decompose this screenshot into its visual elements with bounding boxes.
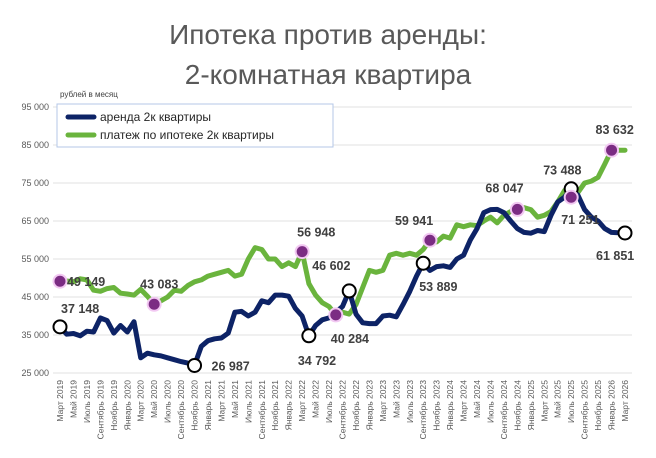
y-tick-label: 35 000 xyxy=(21,330,49,340)
x-tick-label: Ноябрь 2022 xyxy=(351,380,361,431)
x-tick-label: Март 2023 xyxy=(378,380,388,422)
y-tick-label: 85 000 xyxy=(21,140,49,150)
mortgage-highlight-marker xyxy=(509,201,525,217)
x-tick-label: Сентябрь 2020 xyxy=(176,380,186,440)
rent-highlight-marker xyxy=(301,328,317,344)
x-tick-label: Май 2022 xyxy=(311,380,321,418)
legend: аренда 2к квартиры платеж по ипотеке 2к … xyxy=(56,103,334,148)
x-tick-label: Июль 2019 xyxy=(82,380,92,423)
mortgage-highlight-marker xyxy=(328,307,344,323)
x-tick-label: Январь 2026 xyxy=(607,380,617,431)
rent-data-label: 61 851 xyxy=(596,249,634,263)
x-tick-label: Июль 2023 xyxy=(405,380,415,423)
y-tick-label: 75 000 xyxy=(21,178,49,188)
x-tick-label: Март 2022 xyxy=(297,380,307,422)
x-tick-label: Май 2021 xyxy=(230,380,240,418)
x-tick-label: Май 2019 xyxy=(68,380,78,418)
chart-title: Ипотека против аренды: xyxy=(169,19,487,50)
x-tick-label: Ноябрь 2023 xyxy=(432,380,442,431)
legend-box xyxy=(56,103,334,148)
x-tick-label: Сентябрь 2019 xyxy=(95,380,105,440)
legend-label-rent: аренда 2к квартиры xyxy=(100,110,211,124)
mortgage-highlight-marker xyxy=(294,244,310,260)
x-tick-label: Январь 2021 xyxy=(203,380,213,431)
mortgage-data-label: 68 047 xyxy=(485,181,523,195)
x-tick-label: Май 2025 xyxy=(553,380,563,418)
x-tick-label: Ноябрь 2021 xyxy=(270,380,280,431)
x-tick-label: Сентябрь 2024 xyxy=(499,380,509,440)
x-axis-ticks: Март 2019 Май 2019 Июль 2019 Сентябрь 2019 Н… xyxy=(55,380,630,440)
y-tick-label: 25 000 xyxy=(21,368,49,378)
x-tick-label: Сентябрь 2021 xyxy=(257,380,267,440)
x-tick-label: Март 2020 xyxy=(136,380,146,422)
x-tick-label: Июль 2021 xyxy=(243,380,253,423)
x-tick-label: Июль 2024 xyxy=(485,380,495,423)
mortgage-highlight-marker xyxy=(52,273,68,289)
mortgage-data-label: 43 083 xyxy=(140,277,178,291)
rent-highlight-marker xyxy=(617,225,633,241)
chart-subtitle: 2-комнатная квартира xyxy=(185,59,472,90)
mortgage-data-label: 83 632 xyxy=(596,123,634,137)
mortgage-data-label: 40 284 xyxy=(331,332,369,346)
data-labels: 37 148 26 987 34 792 46 602 53 889 73 488 61 8… xyxy=(61,123,634,373)
x-tick-label: Май 2024 xyxy=(472,380,482,418)
x-tick-label: Январь 2025 xyxy=(526,380,536,431)
x-tick-label: Март 2025 xyxy=(539,380,549,422)
x-tick-label: Июль 2025 xyxy=(566,380,576,423)
mortgage-highlight-marker xyxy=(422,232,438,248)
x-tick-label: Январь 2024 xyxy=(445,380,455,431)
y-tick-label: 95 000 xyxy=(21,102,49,112)
rent-highlight-marker xyxy=(415,255,431,271)
legend-label-mortgage: платеж по ипотеке 2к квартиры xyxy=(100,128,274,142)
highlight-markers xyxy=(52,142,633,373)
x-tick-label: Ноябрь 2019 xyxy=(109,380,119,431)
x-tick-label: Сентябрь 2022 xyxy=(338,380,348,440)
mortgage-data-label: 49 149 xyxy=(67,275,105,289)
x-tick-label: Ноябрь 2024 xyxy=(512,380,522,431)
y-tick-label: 45 000 xyxy=(21,292,49,302)
x-tick-label: Сентябрь 2025 xyxy=(580,380,590,440)
mortgage-data-label: 56 948 xyxy=(297,226,335,240)
x-tick-label: Март 2026 xyxy=(620,380,630,422)
rent-data-label: 73 488 xyxy=(543,164,581,178)
x-tick-label: Ноябрь 2020 xyxy=(190,380,200,431)
x-tick-label: Январь 2020 xyxy=(122,380,132,431)
mortgage-highlight-marker xyxy=(146,296,162,312)
rent-line xyxy=(57,186,628,368)
x-tick-label: Ноябрь 2025 xyxy=(593,380,603,431)
x-tick-label: Январь 2023 xyxy=(364,380,374,431)
y-axis-ticks: 25 000 35 000 45 000 55 000 65 000 75 000 85 0… xyxy=(21,102,49,378)
rent-highlight-marker xyxy=(187,357,203,373)
rent-data-label: 34 792 xyxy=(298,354,336,368)
rent-highlight-marker xyxy=(341,283,357,299)
y-tick-label: 55 000 xyxy=(21,254,49,264)
x-tick-label: Март 2019 xyxy=(55,380,65,422)
mortgage-highlight-marker xyxy=(604,142,620,158)
rent-data-label: 46 602 xyxy=(312,259,350,273)
mortgage-highlight-marker xyxy=(563,189,579,205)
x-tick-label: Май 2020 xyxy=(149,380,159,418)
x-tick-label: Январь 2022 xyxy=(284,380,294,431)
rent-data-label: 37 148 xyxy=(61,302,99,316)
x-tick-label: Сентябрь 2023 xyxy=(418,380,428,440)
mortgage-data-label: 59 941 xyxy=(395,214,433,228)
mortgage-data-label: 71 251 xyxy=(561,213,599,227)
y-tick-label: 65 000 xyxy=(21,216,49,226)
x-tick-label: Июль 2020 xyxy=(163,380,173,423)
rent-data-label: 26 987 xyxy=(212,359,250,373)
y-axis-unit-label: рублей в месяц xyxy=(60,90,118,99)
x-tick-label: Май 2023 xyxy=(391,380,401,418)
x-tick-label: Июль 2022 xyxy=(324,380,334,423)
rent-highlight-marker xyxy=(52,319,68,335)
x-tick-label: Март 2024 xyxy=(459,380,469,422)
rent-data-label: 53 889 xyxy=(419,280,457,294)
x-tick-label: Март 2021 xyxy=(216,380,226,422)
